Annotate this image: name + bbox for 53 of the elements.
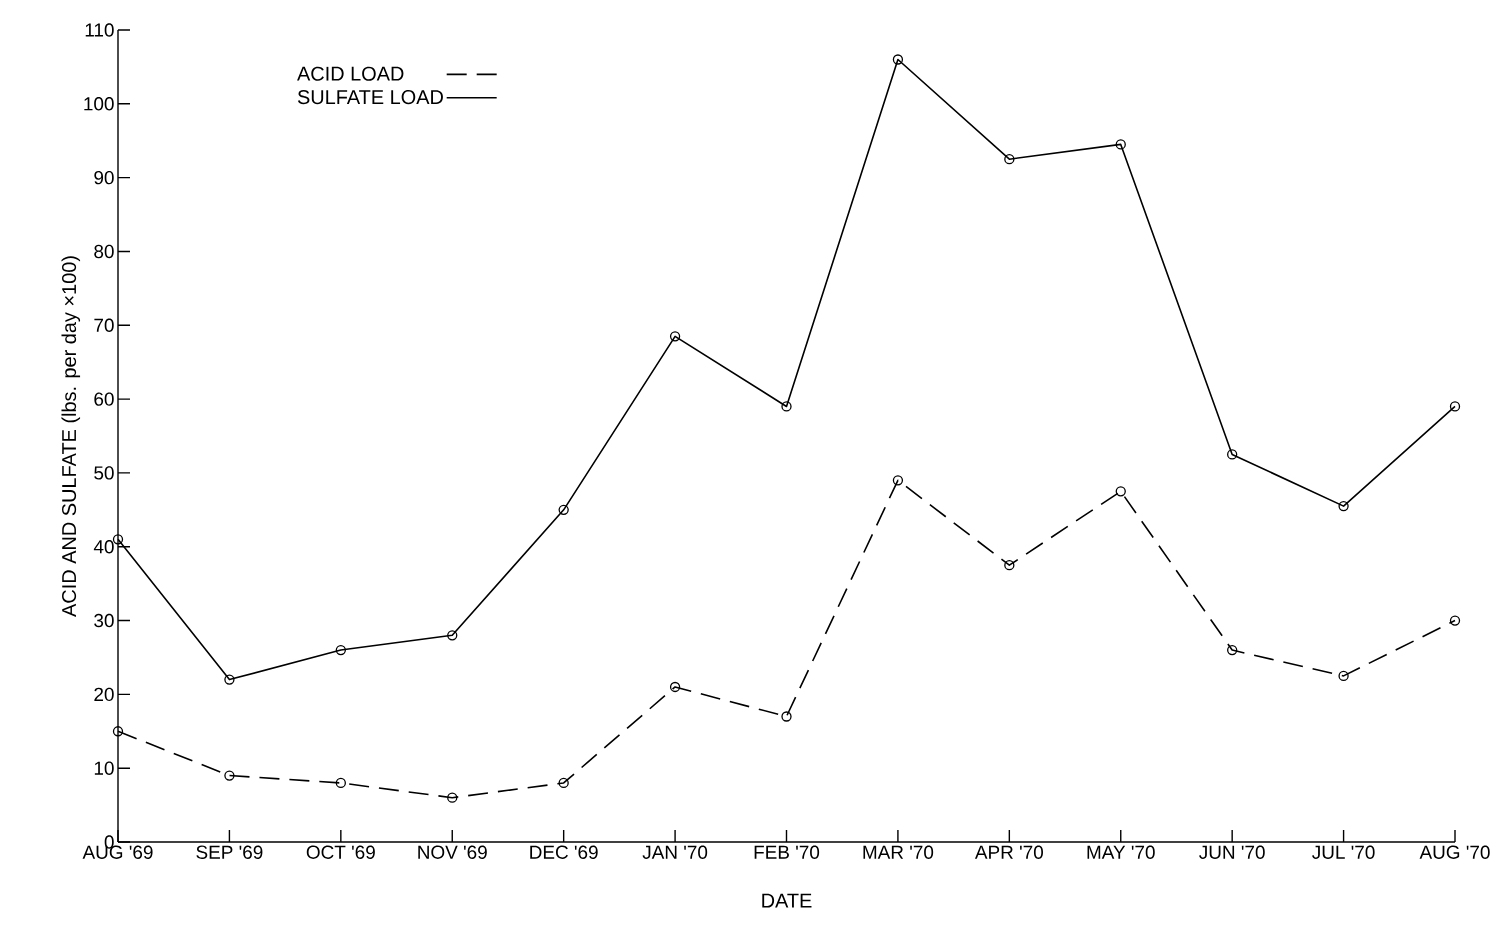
- y-tick-label: 20: [94, 687, 114, 702]
- point: [1338, 500, 1349, 512]
- point: [781, 401, 792, 412]
- point: [1227, 449, 1238, 460]
- point: [892, 54, 904, 65]
- point: [335, 644, 346, 656]
- point: [1449, 615, 1461, 626]
- point: [1449, 401, 1461, 412]
- point: [335, 777, 346, 789]
- y-tick-label: 90: [94, 170, 114, 185]
- x-tick-label: JUL '70: [1312, 845, 1375, 859]
- x-axis-title: DATE: [762, 893, 812, 908]
- y-tick-label: 80: [94, 244, 114, 259]
- point: [224, 674, 235, 685]
- x-tick-label: JAN '70: [642, 845, 708, 859]
- point: [558, 777, 569, 789]
- x-tick-label: MAY '70: [1087, 845, 1155, 859]
- point: [447, 630, 458, 641]
- y-axis-title: ACID AND SULFATE (lbs. per day ×100): [61, 256, 81, 617]
- legend-label: ACID LOAD: [297, 66, 404, 81]
- y-tick-label: 10: [94, 761, 114, 775]
- x-tick-label: NOV '69: [418, 845, 487, 859]
- point: [1227, 644, 1238, 656]
- x-tick-label: SEP '69: [196, 845, 263, 859]
- x-tick-label: MAR '70: [863, 845, 934, 859]
- point: [112, 534, 124, 545]
- point: [1115, 486, 1126, 497]
- y-tick-label: 60: [94, 392, 114, 406]
- x-tick-label: AUG '70: [1419, 845, 1490, 859]
- point: [781, 711, 792, 722]
- x-tick-label: JUN '70: [1199, 845, 1265, 859]
- x-tick-label: DEC '69: [530, 845, 598, 859]
- y-tick-label: 50: [94, 466, 114, 480]
- point: [224, 770, 235, 781]
- x-tick-label: APR '70: [974, 845, 1043, 859]
- y-tick-label: 70: [94, 318, 114, 332]
- point: [669, 681, 681, 693]
- point: [1004, 154, 1015, 165]
- point: [112, 726, 124, 737]
- y-tick-label: 110: [85, 23, 114, 37]
- point: [892, 475, 904, 486]
- y-tick-label: 100: [84, 97, 114, 111]
- point: [558, 504, 569, 515]
- point: [1338, 670, 1349, 682]
- x-tick-label: OCT '69: [306, 845, 375, 859]
- point: [669, 331, 681, 342]
- y-tick-label: 40: [93, 540, 114, 554]
- legend-label: SULFATE LOAD: [297, 90, 443, 105]
- point: [1115, 139, 1126, 150]
- x-tick-label: FEB '70: [754, 845, 820, 859]
- point: [1004, 560, 1015, 571]
- y-tick-label: 30: [94, 613, 114, 628]
- point: [447, 792, 458, 803]
